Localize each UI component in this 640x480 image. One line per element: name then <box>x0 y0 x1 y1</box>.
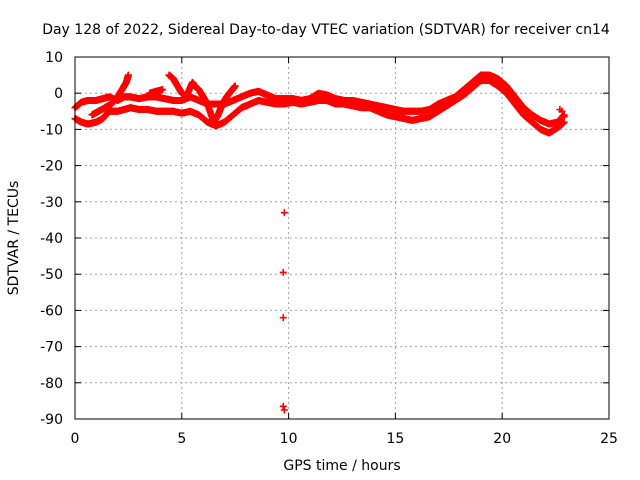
chart-title: Day 128 of 2022, Sidereal Day-to-day VTE… <box>42 22 610 38</box>
y-tick-label: -50 <box>40 267 63 283</box>
y-tick-label: -80 <box>40 376 63 392</box>
data-point <box>159 86 167 94</box>
x-axis-label: GPS time / hours <box>283 458 400 474</box>
x-tick-label: 5 <box>177 431 186 447</box>
x-tick-label: 20 <box>493 431 511 447</box>
y-tick-label: -30 <box>40 195 63 211</box>
data-point <box>231 82 239 90</box>
y-tick-label: -90 <box>40 412 63 428</box>
y-tick-label: -60 <box>40 303 63 319</box>
y-tick-label: -20 <box>40 159 63 175</box>
x-tick-label: 25 <box>600 431 618 447</box>
data-point <box>279 268 287 276</box>
y-tick-label: 0 <box>54 86 63 102</box>
data-point <box>124 71 132 79</box>
x-tick-label: 15 <box>386 431 404 447</box>
data-point <box>280 406 288 414</box>
y-tick-label: -70 <box>40 340 63 356</box>
data-point <box>279 314 287 322</box>
data-point <box>279 402 287 410</box>
x-tick-label: 0 <box>71 431 80 447</box>
y-tick-label: -10 <box>40 122 63 138</box>
tick-labels: 0 5 10 15 20 25 10 0 -10 -20 -30 -40 -50 -60 -70 -80 -90 <box>40 50 618 447</box>
y-tick-label: 10 <box>45 50 63 66</box>
data-point <box>560 113 568 121</box>
y-axis-label: SDTVAR / TECUs <box>6 181 22 296</box>
data-point <box>280 209 288 217</box>
data-point <box>558 107 566 115</box>
data-points <box>71 71 568 414</box>
y-tick-label: -40 <box>40 231 63 247</box>
x-tick-label: 10 <box>280 431 298 447</box>
axis-ticks <box>74 56 610 420</box>
